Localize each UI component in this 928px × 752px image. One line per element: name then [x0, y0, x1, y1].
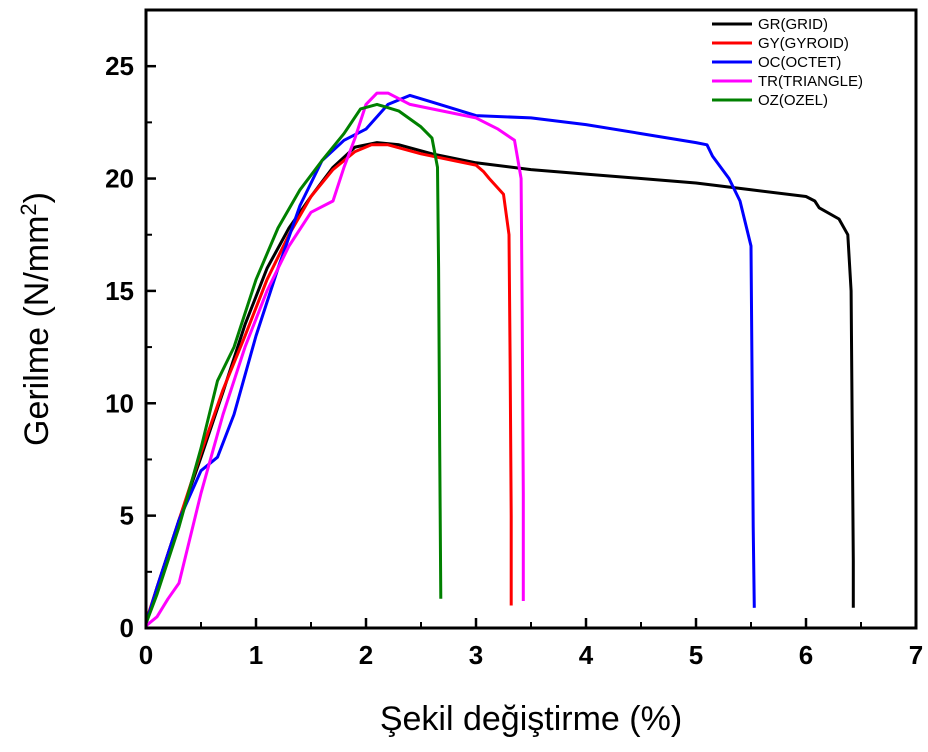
x-tick-label: 6	[799, 640, 813, 670]
series-line	[146, 102, 443, 625]
x-tick-label: 3	[469, 640, 483, 670]
y-axis-title-main: Gerilme (N/mm	[18, 216, 56, 446]
x-tick-label: 5	[689, 640, 703, 670]
x-axis-title: Şekil değiştirme (%)	[380, 700, 682, 738]
x-tick-label: 1	[249, 640, 263, 670]
legend-label: OC(OCTET)	[758, 54, 841, 71]
x-tick-label: 4	[579, 640, 594, 670]
legend-label: OZ(OZEL)	[758, 92, 828, 109]
series-line	[146, 91, 525, 627]
y-tick-label: 15	[105, 276, 134, 306]
x-tick-label: 0	[139, 640, 153, 670]
y-axis-title: Gerilme (N/mm2)	[16, 192, 57, 446]
y-tick-label: 0	[120, 613, 134, 643]
y-tick-label: 10	[105, 388, 134, 418]
axes-group: 0 1 2 3 4 5 6 7 0 5 10 15 20 25	[105, 9, 923, 670]
legend-label: TR(TRIANGLE)	[758, 73, 863, 90]
y-tick-label: 20	[105, 164, 134, 194]
legend: GR(GRID) GY(GYROID) OC(OCTET) TR(TRIANGLE) O…	[712, 16, 863, 109]
x-tick-label: 2	[359, 640, 373, 670]
series-line	[146, 141, 855, 624]
y-tick-label: 5	[120, 501, 134, 531]
series-line	[146, 93, 756, 624]
y-axis-title-sup: 2	[16, 203, 41, 215]
y-tick-label: 25	[105, 51, 134, 81]
y-axis-title-end: )	[18, 192, 56, 203]
legend-label: GY(GYROID)	[758, 35, 849, 52]
plot-series-group	[146, 91, 855, 627]
series-line	[146, 143, 513, 622]
x-tick-label: 7	[909, 640, 923, 670]
legend-label: GR(GRID)	[758, 16, 828, 33]
